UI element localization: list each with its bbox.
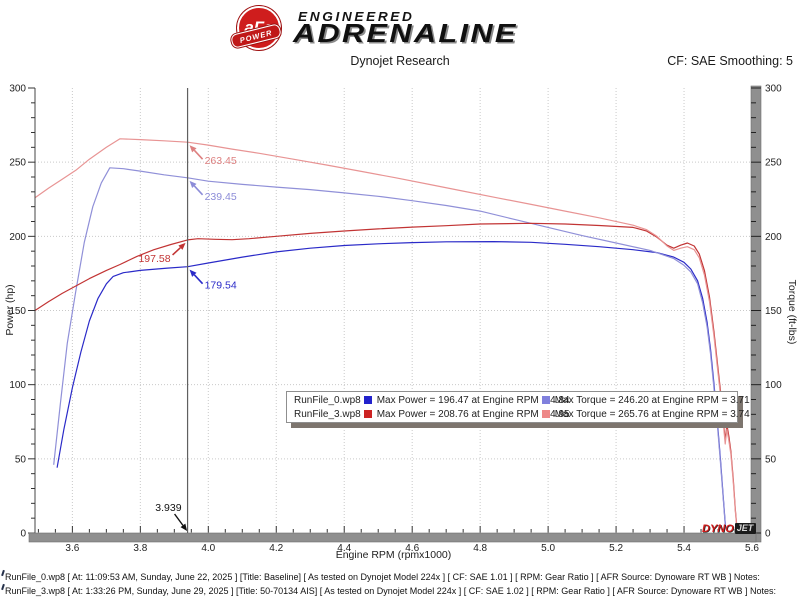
cursor-rpm-label: 3.939 (155, 502, 181, 514)
cursor-readout-label: 179.54 (205, 280, 237, 292)
series-curve-2 (34, 222, 738, 529)
right-axis-tick-label: 300 (765, 84, 782, 95)
annotation-arrowhead (180, 523, 188, 531)
right-axis-tick-label: 150 (765, 306, 782, 317)
x-axis-tick-label: 4.8 (473, 543, 487, 554)
run-info-footer: RunFile_0.wp8 [ At: 11:09:53 AM, Sunday,… (1, 569, 776, 598)
right-axis-tick-label: 200 (765, 232, 782, 243)
left-axis-title: Power (hp) (4, 284, 16, 335)
header-logo: aFe POWER ENGINEERED ADRENALINE (0, 0, 800, 52)
max-power-label: Max Power = 196.47 at Engine RPM = 4.84 (376, 394, 570, 406)
bottom-axis-bar (28, 532, 757, 543)
annotation-arrow (172, 247, 181, 256)
torque-swatch (541, 410, 550, 418)
torque-swatch (541, 396, 550, 404)
x-axis-tick-label: 5.6 (745, 543, 759, 554)
dynojet-logo-jet: JET (734, 523, 757, 534)
x-axis-tick-label: 3.6 (65, 543, 79, 554)
annotation-arrowhead (189, 180, 197, 188)
footer-line-runfile0: RunFile_0.wp8 [ At: 11:09:53 AM, Sunday,… (1, 569, 776, 584)
engineered-text: ENGINEERED (298, 9, 415, 24)
series-curve-0 (56, 241, 727, 528)
legend-box: RunFile_0.wp8 Max Power = 196.47 at Engi… (286, 391, 750, 423)
run-name: RunFile_0.wp8 (294, 394, 361, 406)
left-axis-tick-label: 0 (20, 529, 26, 540)
left-axis-tick-label: 50 (15, 454, 27, 465)
right-axis-title: Torque (ft-lbs) (786, 280, 798, 345)
annotation-arrowhead (189, 269, 197, 277)
max-torque-label: Max Torque = 265.76 at Engine RPM = 3.74 (554, 408, 750, 420)
x-axis-tick-label: 4.0 (201, 543, 215, 554)
legend-row-runfile3: RunFile_3.wp8 Max Power = 208.76 at Engi… (287, 407, 750, 421)
dynojet-logo: DYNO JET (702, 522, 757, 535)
max-power-label: Max Power = 208.76 at Engine RPM = 4.95 (376, 408, 570, 420)
right-axis-tick-label: 100 (765, 380, 782, 391)
x-axis-tick-label: 5.4 (677, 543, 691, 554)
right-axis-tick-label: 0 (765, 529, 771, 540)
right-axis-tick-label: 250 (765, 158, 782, 169)
x-axis-tick-label: 4.4 (337, 543, 351, 554)
legend-row-runfile0: RunFile_0.wp8 Max Power = 196.47 at Engi… (287, 393, 750, 407)
x-axis-tick-label: 3.8 (133, 543, 147, 554)
footer-line-runfile3: RunFile_3.wp8 [ At: 1:33:26 PM, Sunday, … (1, 583, 776, 598)
power-swatch (363, 410, 372, 418)
cf-smoothing-label: CF: SAE Smoothing: 5 (667, 54, 793, 68)
x-axis-title: Engine RPM (rpmx1000) (336, 549, 452, 561)
run-name: RunFile_3.wp8 (294, 408, 361, 420)
x-axis-tick-label: 5.0 (541, 543, 555, 554)
series-curve-1 (53, 167, 727, 529)
annotation-arrow (193, 185, 204, 196)
left-axis-tick-label: 250 (9, 158, 26, 169)
x-axis-tick-label: 4.6 (405, 543, 419, 554)
right-axis-tick-label: 50 (765, 454, 777, 465)
cursor-readout-label: 197.58 (138, 253, 170, 265)
max-torque-label: Max Torque = 246.20 at Engine RPM = 3.71 (554, 394, 750, 406)
dynojet-logo-dyno: DYNO (702, 522, 734, 535)
x-axis-tick-label: 4.2 (269, 543, 283, 554)
annotation-arrow (193, 149, 204, 160)
adrenaline-text: ADRENALINE (293, 18, 518, 48)
cursor-readout-label: 263.45 (205, 155, 237, 167)
annotation-arrow (174, 513, 184, 526)
power-swatch (363, 396, 372, 404)
page-title: Dynojet Research (350, 54, 450, 68)
left-axis-tick-label: 200 (9, 232, 26, 243)
cursor-readout-label: 239.45 (205, 191, 237, 203)
annotation-arrowhead (189, 145, 197, 153)
left-axis-tick-label: 150 (9, 306, 26, 317)
left-axis-tick-label: 100 (9, 380, 26, 391)
left-axis-tick-label: 300 (9, 84, 26, 95)
x-axis-tick-label: 5.2 (609, 543, 623, 554)
annotation-arrow (193, 274, 204, 285)
annotation-arrowhead (178, 242, 186, 250)
